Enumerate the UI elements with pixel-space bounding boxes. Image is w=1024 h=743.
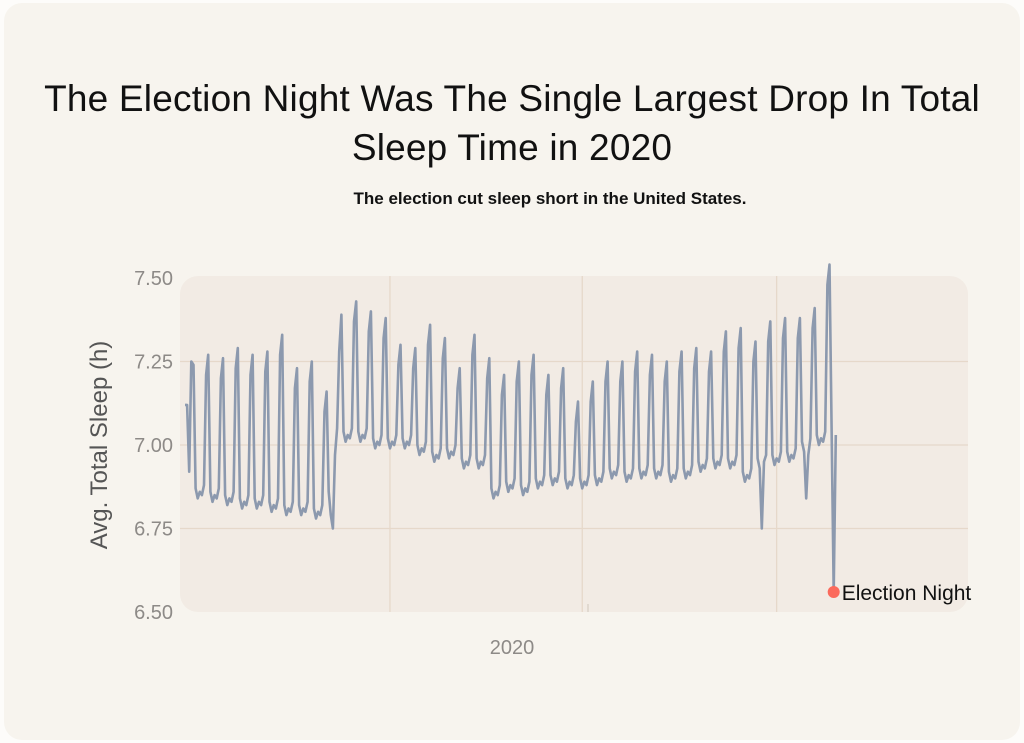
- y-axis-ticks: 6.50 6.75 7.00 7.25 7.50: [134, 268, 173, 624]
- chart-title: The Election Night Was The Single Larges…: [44, 78, 980, 168]
- y-axis-label: Avg. Total Sleep (h): [86, 341, 113, 550]
- y-tick-label: 7.25: [134, 352, 173, 374]
- election-night-marker: [827, 585, 840, 598]
- y-tick-label: 7.50: [134, 268, 173, 290]
- x-axis-label: 2020: [490, 637, 535, 659]
- y-tick-label: 7.00: [134, 435, 173, 457]
- y-tick-label: 6.50: [134, 602, 173, 624]
- chart-subtitle: The election cut sleep short in the Unit…: [353, 189, 747, 208]
- y-tick-label: 6.75: [134, 519, 173, 541]
- election-night-label: Election Night: [842, 582, 972, 605]
- series-line: [185, 263, 838, 594]
